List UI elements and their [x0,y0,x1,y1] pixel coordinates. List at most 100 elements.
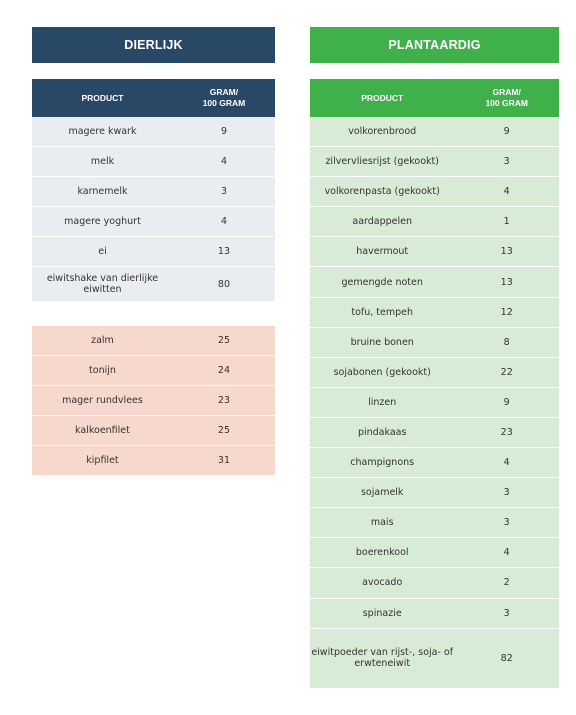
table-header-row: PRODUCT GRAM/ 100 GRAM [310,79,559,117]
table-row: tonijn 24 [32,355,275,386]
product-cell: mais [310,507,455,538]
table-row: zilvervliesrijst (gekookt) 3 [310,146,559,177]
product-cell: gemengde noten [310,266,455,298]
value-cell: 2 [454,567,559,598]
table-row: eiwitshake van dierlijke eiwitten 80 [32,266,275,301]
table-row: ei 13 [32,236,275,267]
product-cell: tonijn [32,355,173,386]
value-cell: 9 [172,117,275,147]
table-row: karnemelk 3 [32,176,275,207]
product-cell: sojamelk [310,477,455,508]
product-cell: bruine bonen [310,327,455,358]
product-cell: havermout [310,236,455,267]
table-row: magere kwark 9 [32,117,275,147]
header-product: PRODUCT [310,79,455,117]
product-cell: melk [32,146,173,177]
product-cell: ei [32,236,173,267]
table-row: eiwitpoeder van rijst-, soja- of erwtene… [310,628,559,688]
value-cell: 4 [454,537,559,568]
header-product: PRODUCT [32,79,173,117]
table-row: bruine bonen 8 [310,327,559,358]
table-row: zalm 25 [32,326,275,356]
product-cell: magere yoghurt [32,206,173,237]
product-cell: volkorenpasta (gekookt) [310,176,455,207]
product-cell: tofu, tempeh [310,297,455,328]
product-cell: sojabonen (gekookt) [310,357,455,388]
animal-section-title: DIERLIJK [32,27,275,63]
value-cell: 13 [172,236,275,267]
table-row: avocado 2 [310,567,559,598]
value-cell: 9 [454,117,559,147]
table-row: mais 3 [310,507,559,538]
value-cell: 3 [454,477,559,508]
table-row: havermout 13 [310,236,559,267]
value-cell: 3 [454,146,559,177]
table-header-row: PRODUCT GRAM/ 100 GRAM [32,79,275,117]
table-row: aardappelen 1 [310,206,559,237]
product-cell: mager rundvlees [32,385,173,416]
header-gram: GRAM/ 100 GRAM [172,79,275,117]
product-cell: zilvervliesrijst (gekookt) [310,146,455,177]
table-row: linzen 9 [310,387,559,418]
header-gram-label: GRAM/ 100 GRAM [202,87,246,108]
value-cell: 80 [172,266,275,301]
product-cell: linzen [310,387,455,418]
table-row: gemengde noten 13 [310,266,559,298]
value-cell: 4 [172,206,275,237]
product-cell: zalm [32,326,173,356]
value-cell: 23 [172,385,275,416]
product-cell: avocado [310,567,455,598]
table-row: kipfilet 31 [32,445,275,475]
product-cell: spinazie [310,598,455,629]
product-cell: eiwitshake van dierlijke eiwitten [32,266,173,301]
value-cell: 23 [454,417,559,448]
value-cell: 24 [172,355,275,386]
value-cell: 8 [454,327,559,358]
product-cell: karnemelk [32,176,173,207]
product-cell: eiwitpoeder van rijst-, soja- of erwtene… [310,628,455,688]
product-cell: magere kwark [32,117,173,147]
table-row: melk 4 [32,146,275,177]
value-cell: 3 [454,507,559,538]
value-cell: 25 [172,415,275,446]
table-row: volkorenpasta (gekookt) 4 [310,176,559,207]
table-row: kalkoenfilet 25 [32,415,275,446]
plant-section-title: PLANTAARDIG [310,27,559,63]
value-cell: 3 [454,598,559,629]
table-row: pindakaas 23 [310,417,559,448]
animal-table: PRODUCT GRAM/ 100 GRAM magere kwark 9 me… [32,79,275,301]
value-cell: 31 [172,445,275,475]
table-row: magere yoghurt 4 [32,206,275,237]
value-cell: 4 [172,146,275,177]
value-cell: 4 [454,447,559,478]
table-row: boerenkool 4 [310,537,559,568]
value-cell: 25 [172,326,275,356]
value-cell: 4 [454,176,559,207]
product-cell: pindakaas [310,417,455,448]
plant-table: PRODUCT GRAM/ 100 GRAM volkorenbrood 9 zi… [310,79,559,688]
header-gram: GRAM/ 100 GRAM [454,79,559,117]
product-cell: champignons [310,447,455,478]
value-cell: 13 [454,266,559,298]
product-cell: kalkoenfilet [32,415,173,446]
header-gram-label: GRAM/ 100 GRAM [485,87,528,108]
table-row: spinazie 3 [310,598,559,629]
table-row: champignons 4 [310,447,559,478]
table-row: sojamelk 3 [310,477,559,508]
table-row: sojabonen (gekookt) 22 [310,357,559,388]
product-cell: volkorenbrood [310,117,455,147]
table-row: tofu, tempeh 12 [310,297,559,328]
value-cell: 3 [172,176,275,207]
product-cell: aardappelen [310,206,455,237]
product-cell: kipfilet [32,445,173,475]
value-cell: 22 [454,357,559,388]
value-cell: 12 [454,297,559,328]
product-cell: boerenkool [310,537,455,568]
value-cell: 13 [454,236,559,267]
table-row: mager rundvlees 23 [32,385,275,416]
fish-meat-table: zalm 25 tonijn 24 mager rundvlees 23 kal… [32,326,275,475]
value-cell: 82 [454,628,559,688]
table-row: volkorenbrood 9 [310,117,559,147]
value-cell: 9 [454,387,559,418]
value-cell: 1 [454,206,559,237]
